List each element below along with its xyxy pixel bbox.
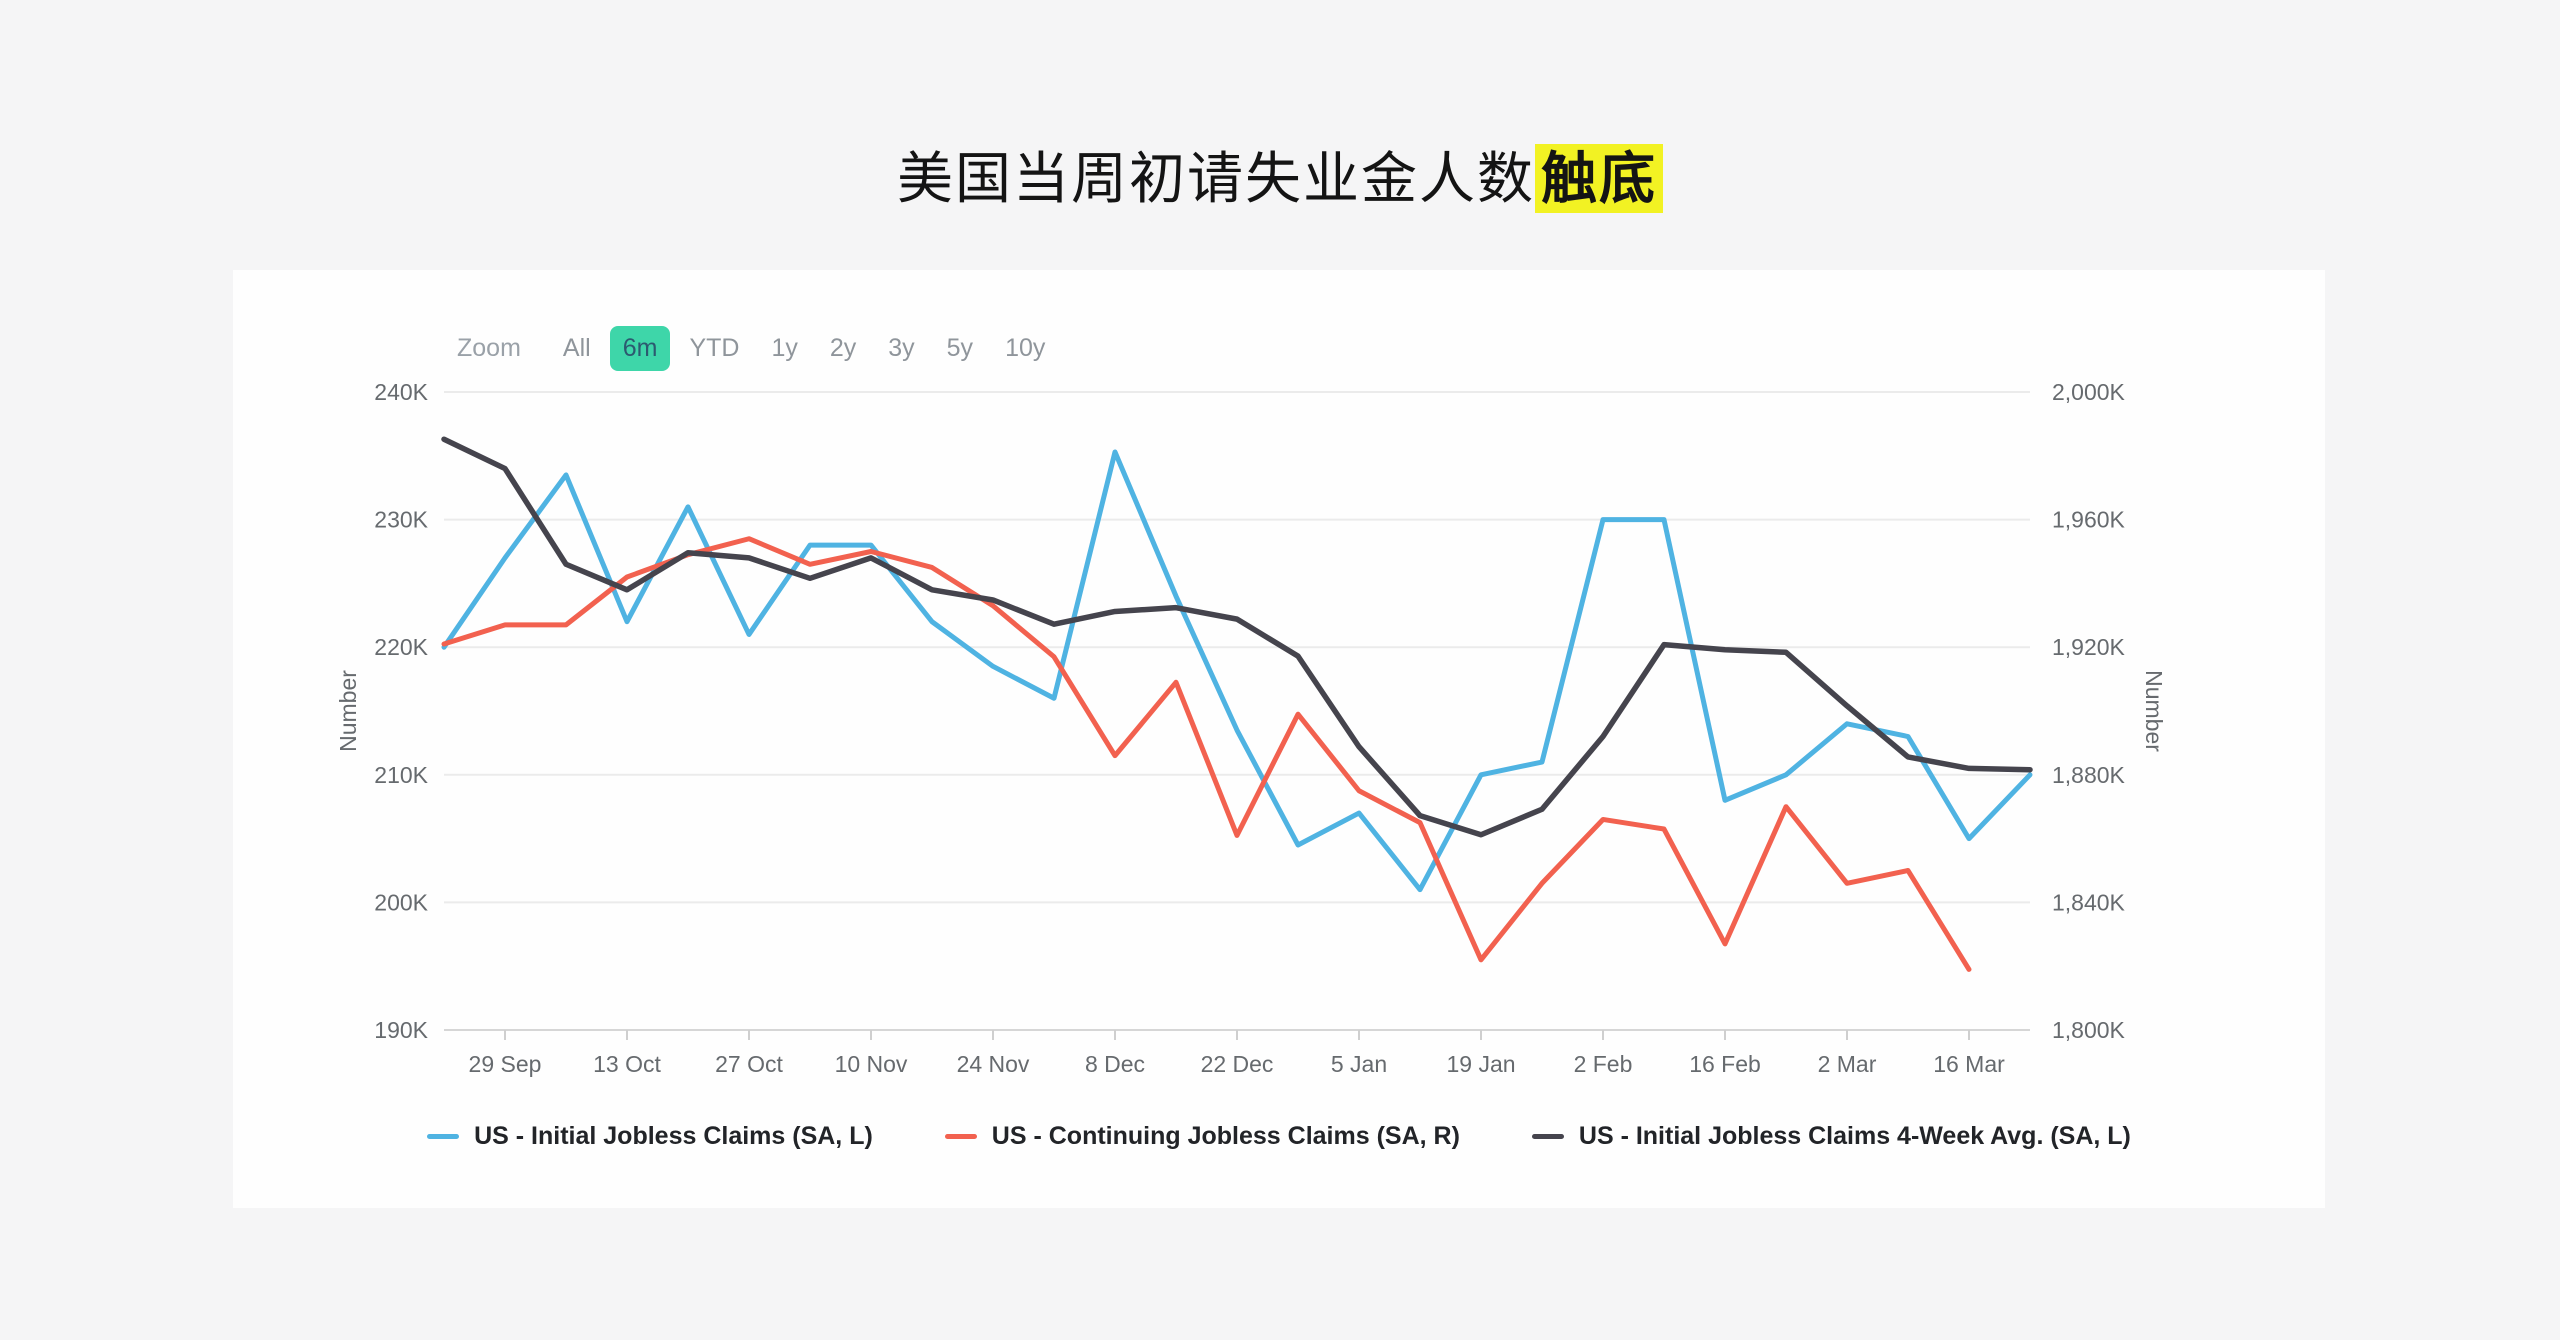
right-axis-tick-label: 1,800K	[2052, 1017, 2126, 1043]
x-axis-tick-label: 27 Oct	[715, 1051, 783, 1077]
range-button-ytd[interactable]: YTD	[676, 326, 752, 371]
y-grid-and-labels: 240K 2,000K 230K 1,960K 220K 1,920K 210K 1,880K…	[374, 379, 2125, 1043]
right-axis-tick-label: 2,000K	[2052, 379, 2126, 405]
legend-marker-icon	[427, 1134, 460, 1139]
range-button-all[interactable]: All	[550, 326, 604, 371]
x-axis-tick-label: 2 Feb	[1574, 1051, 1633, 1077]
series-line-0[interactable]	[441, 449, 2033, 893]
right-axis-tick-label: 1,960K	[2052, 507, 2126, 533]
legend-item-0[interactable]: US - Initial Jobless Claims (SA, L)	[427, 1122, 873, 1151]
right-axis-title: Number	[2141, 670, 2167, 752]
left-axis-tick-label: 230K	[374, 507, 428, 533]
legend-item-2[interactable]: US - Initial Jobless Claims 4-Week Avg. …	[1531, 1122, 2131, 1151]
legend-item-1[interactable]: US - Continuing Jobless Claims (SA, R)	[944, 1122, 1460, 1151]
x-axis-tick-label: 13 Oct	[593, 1051, 661, 1077]
range-button-1y[interactable]: 1y	[758, 326, 810, 371]
x-axis-tick-label: 19 Jan	[1446, 1051, 1515, 1077]
page-title-highlight: 触底	[1535, 144, 1663, 213]
left-axis-tick-label: 210K	[374, 762, 428, 788]
x-axis-tick-label: 16 Mar	[1933, 1051, 2005, 1077]
series-line-1[interactable]	[441, 536, 1972, 972]
chart-canvas[interactable]: 240K 2,000K 230K 1,960K 220K 1,920K 210K 1,880K…	[233, 270, 2325, 1208]
legend-marker-icon	[1531, 1134, 1564, 1139]
legend-label: US - Initial Jobless Claims (SA, L)	[474, 1122, 873, 1150]
legend-label: US - Continuing Jobless Claims (SA, R)	[991, 1122, 1460, 1150]
right-axis-tick-label: 1,920K	[2052, 634, 2126, 660]
series-line-2[interactable]	[441, 436, 2033, 838]
chart-card: Zoom All 6m YTD 1y 2y 3y 5y 10y 240K 2,000K 230K 1…	[233, 270, 2325, 1208]
zoom-toolbar: Zoom All 6m YTD 1y 2y 3y 5y 10y	[457, 326, 1061, 371]
left-axis-title: Number	[335, 670, 361, 752]
x-axis-tick-label: 5 Jan	[1331, 1051, 1387, 1077]
x-axis-tick-label: 10 Nov	[835, 1051, 908, 1077]
right-axis-tick-label: 1,840K	[2052, 889, 2126, 915]
left-axis-tick-label: 200K	[374, 889, 428, 915]
range-button-3y[interactable]: 3y	[875, 326, 927, 371]
right-axis-tick-label: 1,880K	[2052, 762, 2126, 788]
range-button-6m[interactable]: 6m	[609, 326, 671, 371]
legend-label: US - Initial Jobless Claims 4-Week Avg. …	[1578, 1122, 2131, 1150]
x-axis-tick-label: 22 Dec	[1201, 1051, 1274, 1077]
legend-marker-icon	[944, 1134, 977, 1139]
x-axis-tick-label: 16 Feb	[1689, 1051, 1761, 1077]
x-axis-tick-label: 29 Sep	[469, 1051, 542, 1077]
left-axis-tick-label: 190K	[374, 1017, 428, 1043]
left-axis-tick-label: 240K	[374, 379, 428, 405]
left-axis-tick-label: 220K	[374, 634, 428, 660]
zoom-label: Zoom	[457, 334, 521, 362]
range-button-5y[interactable]: 5y	[934, 326, 986, 371]
page-title: 美国当周初请失业金人数 触底	[0, 134, 2560, 215]
x-axis-tick-label: 8 Dec	[1085, 1051, 1145, 1077]
x-axis-tick-label: 2 Mar	[1818, 1051, 1877, 1077]
chart-legend: US - Initial Jobless Claims (SA, L) US - …	[233, 1122, 2325, 1151]
range-button-10y[interactable]: 10y	[992, 326, 1058, 371]
x-axis-tick-label: 24 Nov	[957, 1051, 1030, 1077]
page-title-text: 美国当周初请失业金人数	[897, 147, 1535, 210]
range-button-2y[interactable]: 2y	[817, 326, 869, 371]
